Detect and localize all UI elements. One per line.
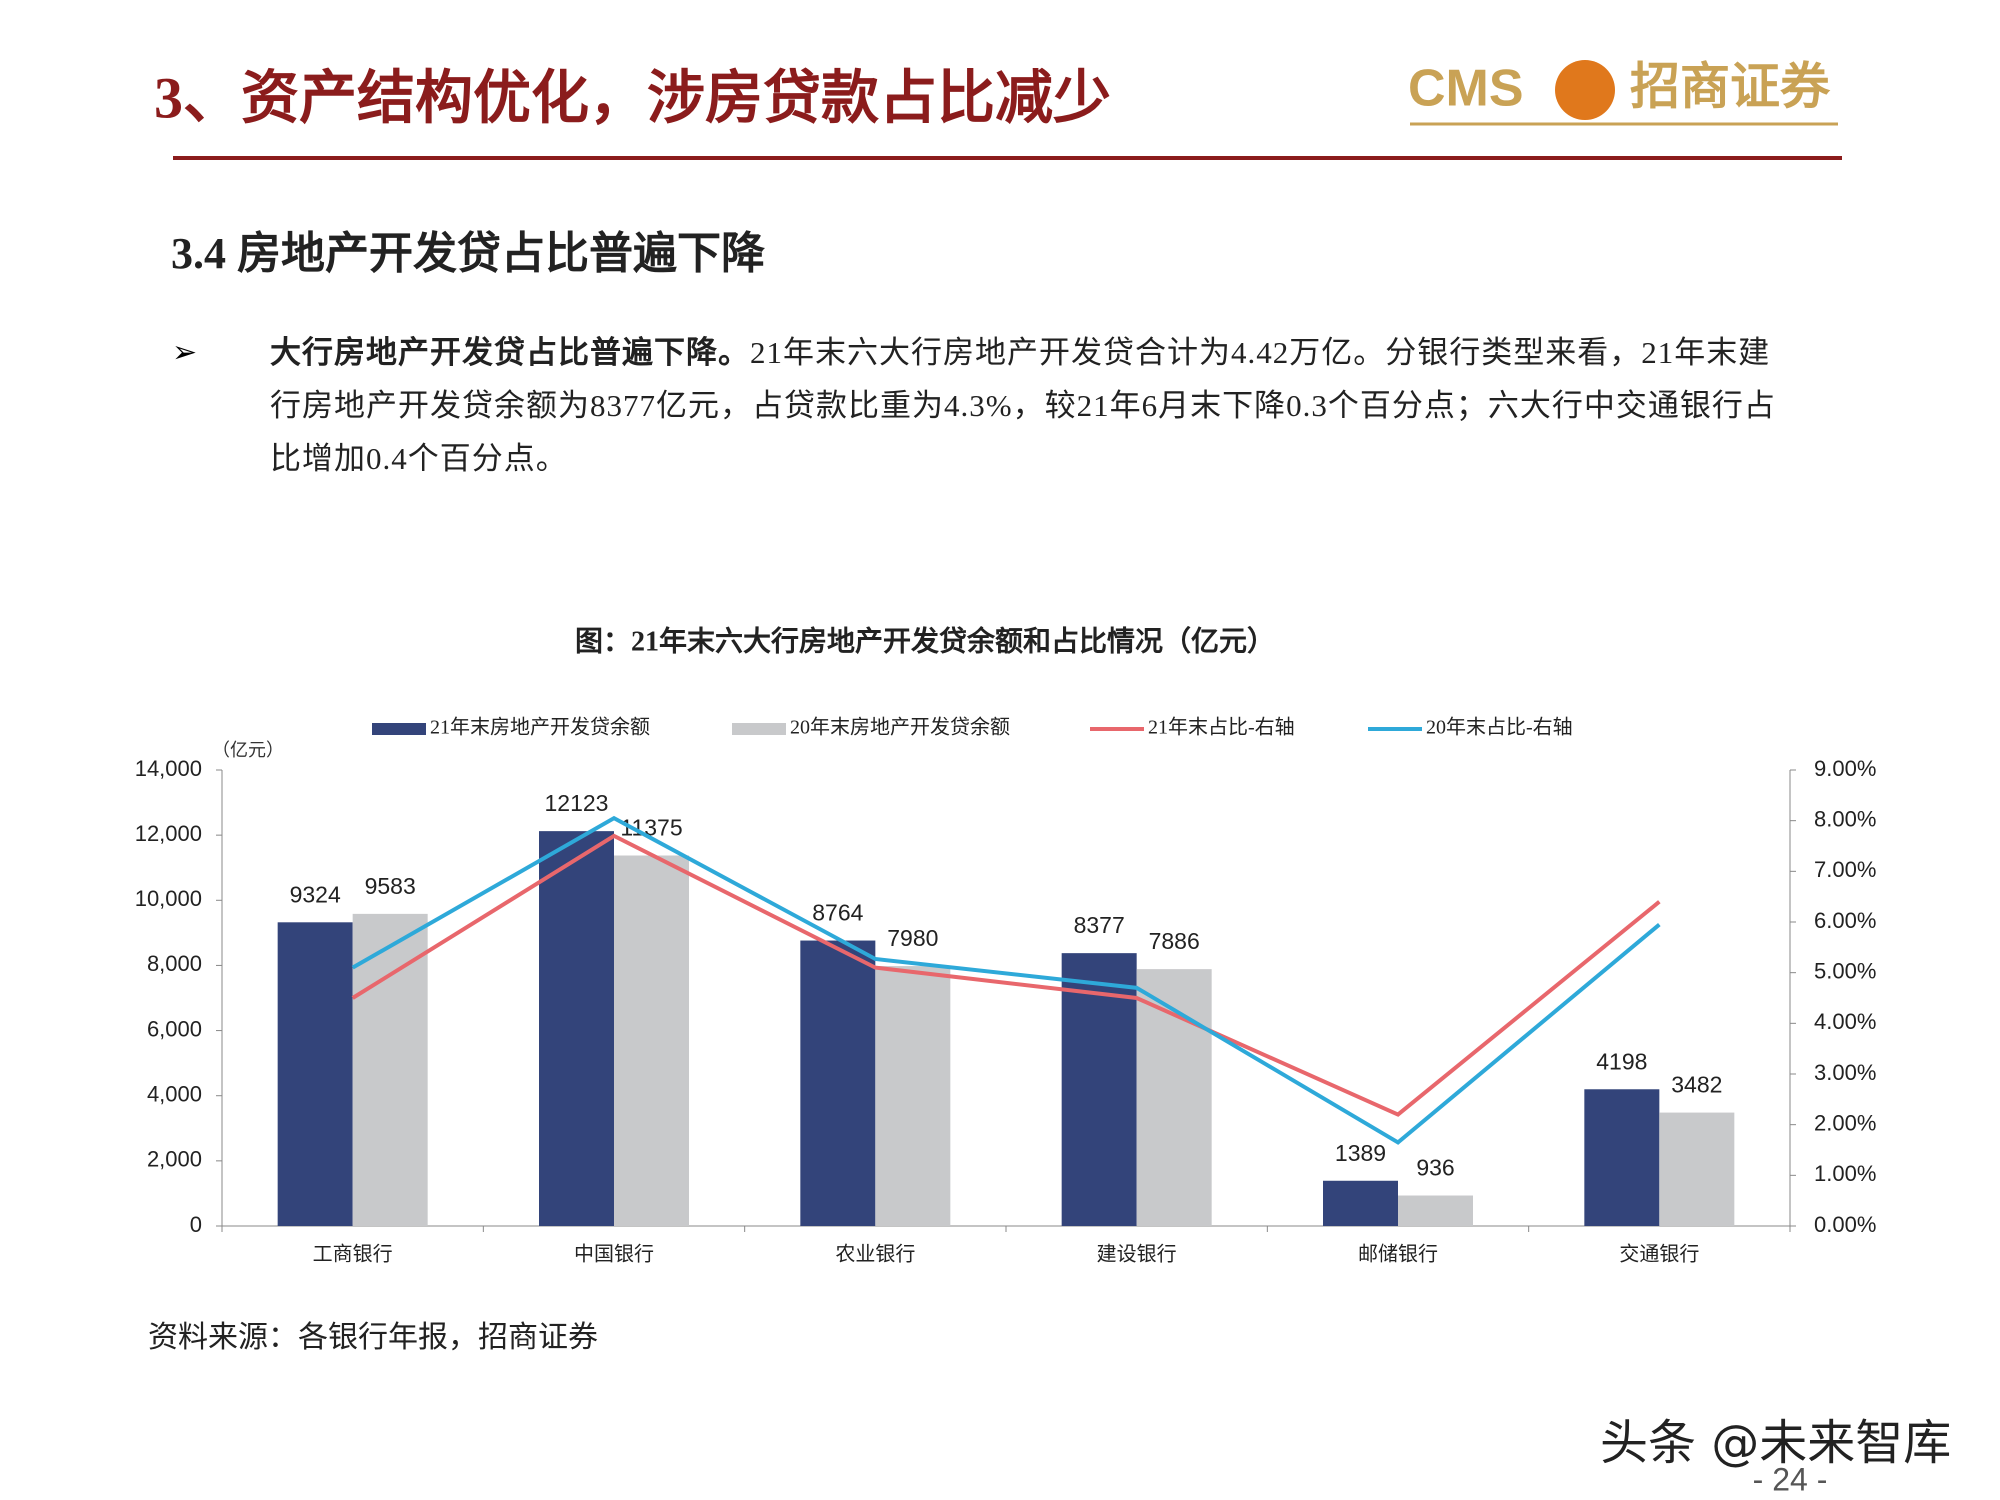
bar [539,831,614,1226]
x-tick-label: 中国银行 [574,1243,654,1266]
bar-value-label: 936 [1416,1155,1454,1181]
bar-value-label: 4198 [1596,1048,1647,1074]
logo-text: CMS [1408,60,1524,118]
y-unit: （亿元） [212,740,284,760]
bar [614,855,689,1226]
bar-value-label: 1389 [1335,1140,1386,1166]
bar-value-label: 8377 [1074,912,1125,938]
bar [1659,1112,1735,1226]
legend-label: 21年末占比-右轴 [1148,716,1295,739]
bar [1398,1195,1473,1226]
y2-tick-label: 3.00% [1814,1060,1876,1085]
x-tick-label: 交通银行 [1619,1243,1699,1266]
bar-value-label: 12123 [545,790,609,816]
y-tick-label: 8,000 [147,951,202,976]
bullet-lead: 大行房地产开发贷占比普遍下降。 [270,335,750,370]
bar-value-label: 8764 [812,900,863,926]
bar-value-label: 3482 [1671,1072,1722,1098]
y-tick-label: 4,000 [147,1082,202,1107]
bar-value-label: 9324 [290,881,341,907]
page-title: 3、资产结构优化，涉房贷款占比减少 [154,65,1111,130]
y-tick-label: 12,000 [135,821,202,846]
bullet-paragraph: 大行房地产开发贷占比普遍下降。21年末六大行房地产开发贷合计为4.42万亿。分银… [270,326,1780,485]
bar [875,966,951,1226]
logo-icon [1555,60,1615,120]
bar [277,922,353,1226]
line [351,833,1661,1117]
bar [1323,1180,1398,1226]
y-tick-label: 14,000 [135,756,202,781]
legend-swatch [732,723,786,735]
bar [1136,969,1212,1226]
y-tick-label: 10,000 [135,886,202,911]
y2-tick-label: 6.00% [1814,908,1876,933]
section-heading: 3.4 房地产开发贷占比普遍下降 [171,229,765,278]
source: 资料来源：各银行年报，招商证券 [148,1321,598,1354]
bar-value-label: 9583 [365,873,416,899]
logo-name: 招商证券 [1630,58,1831,114]
y-tick-label: 6,000 [147,1016,202,1041]
legend-label: 21年末房地产开发贷余额 [430,716,650,739]
legend-label: 20年末房地产开发贷余额 [790,716,1010,739]
y2-tick-label: 5.00% [1814,958,1876,983]
watermark: 头条 @未来智库 [1600,1415,1951,1471]
x-tick-label: 邮储银行 [1358,1243,1438,1266]
y2-tick-label: 4.00% [1814,1009,1876,1034]
legend-swatch [372,723,426,735]
y-tick-label: 2,000 [147,1147,202,1172]
y2-tick-label: 1.00% [1814,1161,1876,1186]
x-tick-label: 建设银行 [1097,1243,1177,1266]
y2-tick-label: 2.00% [1814,1110,1876,1135]
bullet-arrow: ➢ [172,336,198,369]
y2-tick-label: 8.00% [1814,806,1876,831]
x-tick-label: 农业银行 [835,1243,915,1266]
bar [1061,953,1137,1226]
bullet-body: 21年末六大行房地产开发贷合计为4.42万亿。分银行类型来看，21年末建行房地产… [270,335,1776,476]
y2-tick-label: 9.00% [1814,756,1876,781]
chart-title: 图：21年末六大行房地产开发贷余额和占比情况（亿元） [575,624,1275,657]
legend-label: 20年末占比-右轴 [1426,716,1573,739]
page-number: - 24 - [1753,1461,1828,1497]
chart: 0 2,000 4,000 6,000 8,000 10,000 12,000 14,000 0… [135,716,1877,1266]
x-tick-label: 工商银行 [313,1243,393,1266]
bar-value-label: 7886 [1149,928,1200,954]
line [351,815,1661,1145]
y2-tick-label: 7.00% [1814,857,1876,882]
bar [1584,1089,1660,1226]
y-tick-label: 0 [190,1212,202,1237]
y2-tick-label: 0.00% [1814,1212,1876,1237]
bar-value-label: 7980 [887,925,938,951]
bar [800,940,876,1226]
bar [352,913,428,1226]
